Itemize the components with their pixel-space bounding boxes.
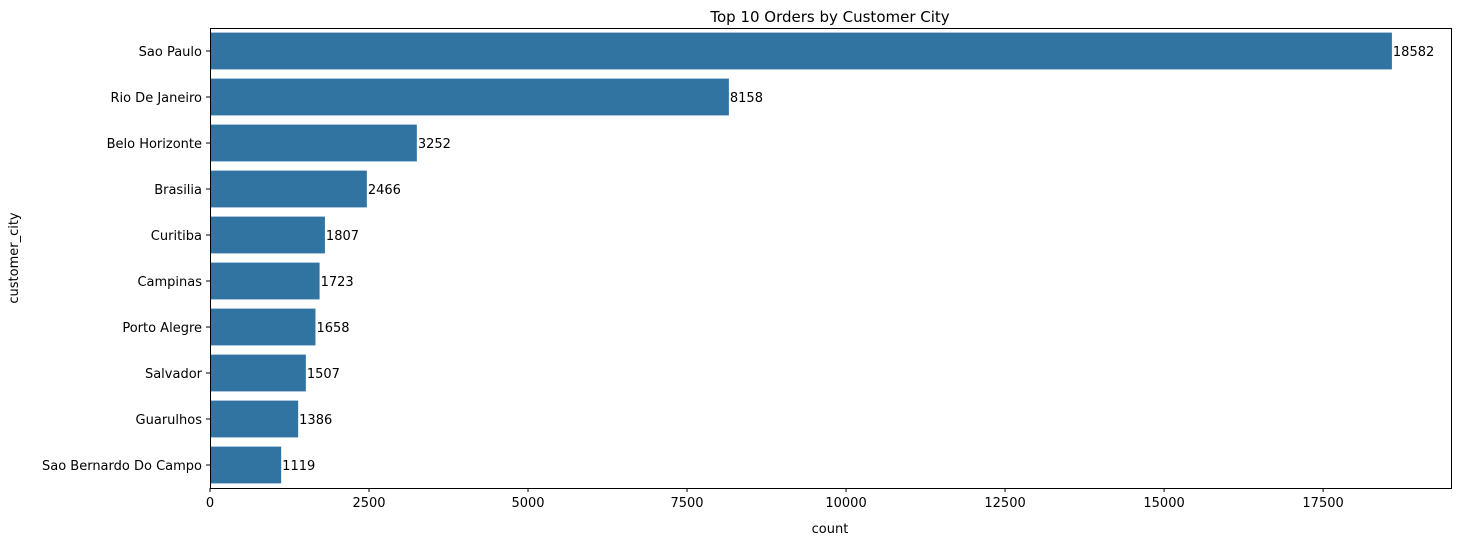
- y-tick-label: Brasilia: [154, 183, 202, 198]
- y-axis-ticks: Sao Paulo Rio De Janeiro Belo Horizonte Bra…: [42, 45, 210, 474]
- y-tick-label: Salvador: [145, 367, 203, 382]
- x-axis-ticks: 0 2500 5000 7500 10000 12500 15000 17500: [206, 488, 1344, 511]
- bar-3: [210, 170, 367, 208]
- bar-0: [210, 32, 1392, 70]
- plot-frame: [210, 28, 1452, 489]
- x-tick-label: 10000: [825, 496, 866, 511]
- bar-value-label: 1507: [307, 367, 340, 382]
- x-tick-label: 15000: [1143, 496, 1184, 511]
- x-tick-label: 12500: [984, 496, 1025, 511]
- y-tick-label: Porto Alegre: [122, 321, 202, 336]
- x-axis-label: count: [812, 522, 849, 537]
- y-tick-label: Sao Bernardo Do Campo: [42, 459, 202, 474]
- y-tick-label: Curitiba: [151, 229, 202, 244]
- bar-1: [210, 78, 729, 116]
- x-tick-label: 2500: [352, 496, 385, 511]
- y-tick-label: Belo Horizonte: [107, 137, 202, 152]
- bar-value-label: 18582: [1393, 45, 1434, 60]
- y-axis-label: customer_city: [7, 212, 22, 304]
- y-tick-label: Campinas: [137, 275, 202, 290]
- bar-2: [210, 124, 417, 162]
- bar-value-label: 1386: [299, 413, 332, 428]
- x-tick-label: 17500: [1302, 496, 1343, 511]
- bar-data-labels: 18582 8158 3252 2466 1807 1723 1658 1507 1386 111…: [282, 45, 1434, 474]
- bar-value-label: 1119: [282, 459, 315, 474]
- bar-9: [210, 446, 282, 484]
- bar-4: [210, 216, 325, 254]
- bars-group: [210, 32, 1392, 484]
- bar-7: [210, 354, 306, 392]
- bar-value-label: 2466: [368, 183, 401, 198]
- bar-5: [210, 262, 320, 300]
- chart-title: Top 10 Orders by Customer City: [709, 8, 949, 26]
- y-tick-label: Guarulhos: [136, 413, 203, 428]
- bar-value-label: 3252: [418, 137, 451, 152]
- bar-value-label: 1723: [321, 275, 354, 290]
- bar-value-label: 8158: [730, 91, 763, 106]
- bar-value-label: 1658: [316, 321, 349, 336]
- bar-6: [210, 308, 316, 346]
- x-tick-label: 7500: [670, 496, 703, 511]
- y-tick-label: Sao Paulo: [139, 45, 202, 60]
- y-tick-label: Rio De Janeiro: [110, 91, 202, 106]
- x-tick-label: 5000: [511, 496, 544, 511]
- x-tick-label: 0: [206, 496, 214, 511]
- bar-value-label: 1807: [326, 229, 359, 244]
- bar-8: [210, 400, 299, 438]
